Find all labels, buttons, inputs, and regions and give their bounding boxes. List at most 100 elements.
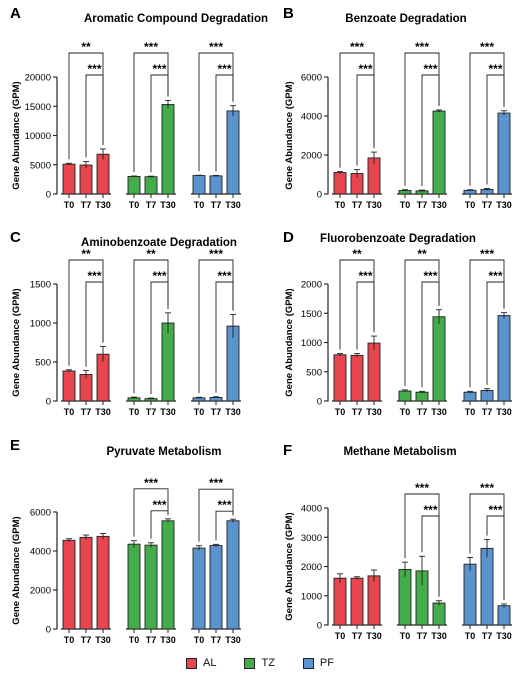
- x-tick-label: T0: [400, 200, 411, 210]
- bar-AL-T30: [96, 535, 110, 630]
- x-tick-label: T7: [417, 631, 428, 641]
- significance-label: ***: [358, 62, 372, 76]
- x-tick-label: T7: [352, 200, 363, 210]
- significance-bracket-group: *****: [68, 40, 104, 160]
- significance-label: ***: [209, 40, 223, 54]
- significance-label: ***: [415, 481, 429, 495]
- x-tick-label: T7: [211, 635, 222, 645]
- x-tick-label: T7: [211, 200, 222, 210]
- bar-TZ-T30: [161, 104, 175, 195]
- x-tick-label: T30: [225, 200, 241, 210]
- y-axis-label: Gene Abundance (GPM): [284, 81, 295, 189]
- bar-PF-T0: [192, 175, 206, 195]
- bar-TZ-T30: [161, 520, 175, 630]
- significance-bracket-group: *** ***: [198, 247, 234, 394]
- legend-label: TZ: [261, 657, 275, 669]
- x-tick-label: T7: [211, 407, 222, 417]
- x-tick-label: T7: [352, 407, 363, 417]
- bar-AL-T30: [96, 153, 110, 195]
- bar-AL-T0: [62, 163, 76, 195]
- significance-bracket: [133, 488, 169, 537]
- x-tick-label: T0: [400, 631, 411, 641]
- bar-AL-T30: [367, 575, 381, 626]
- bar-PF-T7: [209, 175, 223, 195]
- y-tick-label: 500: [35, 358, 51, 369]
- x-tick-label: T0: [64, 635, 75, 645]
- bar-PF-T30: [497, 605, 511, 626]
- significance-bracket-group: *** ***: [469, 481, 505, 600]
- significance-label: ***: [217, 498, 231, 512]
- bar-PF-T30: [497, 112, 511, 195]
- panel-a: A Aromatic Compound Degradation 0 5000 10000…: [10, 5, 268, 210]
- significance-bracket-group: *** ***: [469, 247, 505, 388]
- significance-label: ***: [488, 503, 502, 517]
- x-tick-label: T30: [95, 200, 111, 210]
- significance-label: ***: [87, 62, 101, 76]
- significance-label: **: [352, 247, 362, 261]
- bar-AL-T0: [333, 577, 347, 626]
- significance-bracket: [356, 281, 375, 350]
- panel-f: F Methane Metabolism 0 1000 2000 3000 4000 Gene…: [283, 442, 512, 641]
- x-tick-label: T7: [146, 635, 157, 645]
- y-tick-label: 2000: [30, 586, 51, 597]
- bar-TZ-T0: [127, 543, 141, 630]
- significance-label: ***: [415, 40, 429, 54]
- x-tick-label: T7: [482, 631, 493, 641]
- bar-TZ-T30: [432, 110, 446, 195]
- y-tick-label: 1000: [301, 591, 322, 602]
- y-tick-label: 4000: [30, 547, 51, 558]
- significance-bracket: [421, 515, 440, 597]
- significance-label: ***: [152, 269, 166, 283]
- bar-PF-T30: [226, 110, 240, 195]
- bar-TZ-T7: [144, 544, 158, 630]
- bar-TZ-T0: [127, 175, 141, 195]
- bar-TZ-T7: [415, 391, 429, 402]
- x-tick-label: T30: [366, 631, 382, 641]
- panel-c: C Aminobenzoate Degradation 0 500 1000 1500 Ge…: [10, 229, 241, 417]
- y-tick-label: 6000: [30, 508, 51, 519]
- x-tick-label: T30: [160, 200, 176, 210]
- x-tick-label: T0: [465, 407, 476, 417]
- panel-title: Pyruvate Metabolism: [106, 446, 221, 458]
- panel-title: Benzoate Degradation: [345, 13, 466, 25]
- x-tick-label: T30: [366, 200, 382, 210]
- significance-bracket: [150, 281, 169, 395]
- x-tick-label: T0: [129, 200, 140, 210]
- y-tick-label: 0: [46, 190, 51, 201]
- significance-label: ***: [480, 481, 494, 495]
- significance-label: **: [146, 247, 156, 261]
- y-tick-label: 4000: [301, 504, 322, 515]
- significance-bracket: [486, 515, 505, 600]
- significance-bracket: [150, 510, 169, 539]
- x-tick-label: T30: [496, 407, 512, 417]
- legend-label: AL: [203, 657, 217, 669]
- x-tick-label: T30: [95, 635, 111, 645]
- significance-bracket-group: *** ***: [133, 40, 169, 173]
- significance-label: **: [417, 247, 427, 261]
- panel-letter: F: [283, 442, 292, 459]
- bar-PF-T0: [463, 391, 477, 402]
- significance-bracket-group: *****: [339, 247, 375, 350]
- bar-TZ-T30: [432, 602, 446, 626]
- significance-bracket: [85, 74, 104, 158]
- significance-bracket: [215, 281, 234, 393]
- bar-AL-T7: [350, 577, 364, 626]
- significance-bracket: [215, 510, 234, 541]
- y-axis-label: Gene Abundance (GPM): [284, 288, 295, 396]
- significance-bracket-group: *** ***: [133, 476, 169, 539]
- bar-PF-T30: [497, 315, 511, 402]
- y-tick-label: 0: [317, 397, 322, 408]
- significance-bracket: [421, 74, 440, 187]
- panel-title: Methane Metabolism: [343, 446, 456, 458]
- y-tick-label: 500: [306, 367, 322, 378]
- bar-AL-T0: [62, 370, 76, 402]
- significance-bracket-group: *** ***: [198, 40, 234, 172]
- bar-PF-T30: [226, 520, 240, 630]
- legend: AL TZ PF: [0, 654, 520, 672]
- significance-bracket-group: *****: [68, 247, 104, 367]
- significance-bracket: [198, 488, 234, 542]
- significance-label: ***: [144, 40, 158, 54]
- legend-swatch: [244, 657, 256, 669]
- x-tick-label: T30: [431, 407, 447, 417]
